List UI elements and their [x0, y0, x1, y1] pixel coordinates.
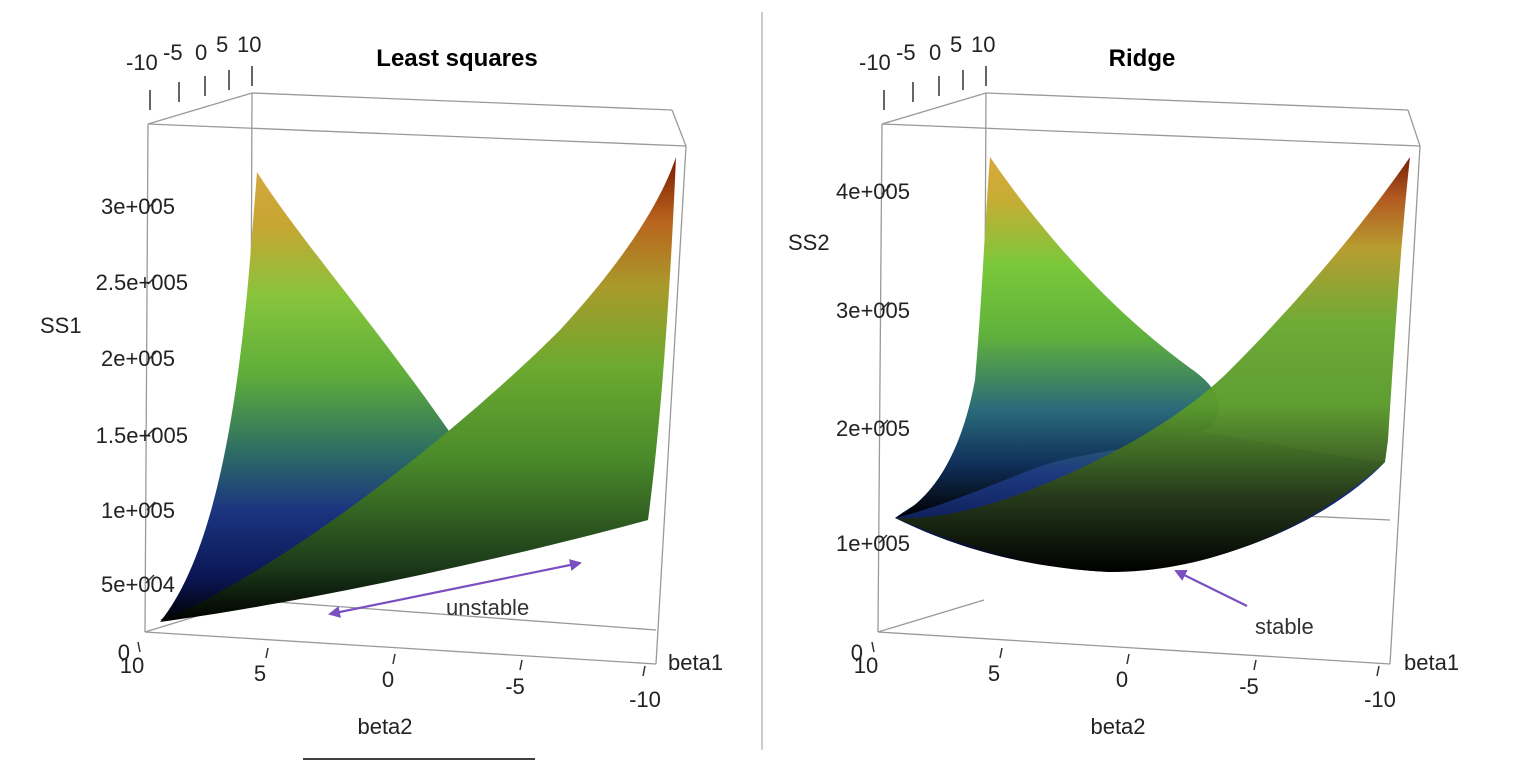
annotation-unstable: unstable — [328, 559, 582, 620]
annotation-text: stable — [1255, 614, 1314, 639]
beta2-axis-label: beta2 — [1090, 714, 1145, 739]
surface — [895, 157, 1410, 572]
beta2-axis: 10 5 0 -5 -10 beta2 beta1 — [120, 641, 723, 739]
z-tick-label: 0 — [851, 640, 863, 665]
z-tick-label: 0 — [118, 640, 130, 665]
surface-right-wall — [160, 157, 676, 622]
z-tick-label: 3e+005 — [101, 194, 175, 219]
beta2-tick-label: -10 — [1364, 687, 1396, 712]
tick-label: 5 — [216, 32, 228, 57]
tick-label: -10 — [859, 50, 891, 75]
beta1-axis-label: beta1 — [668, 650, 723, 675]
tick-label: 0 — [929, 40, 941, 65]
top-tick-labels: -10 -5 0 5 10 — [126, 32, 261, 75]
beta2-tick-label: 10 — [854, 653, 878, 678]
beta2-tick-label: 0 — [1116, 667, 1128, 692]
panel-least-squares: Least squares — [40, 32, 723, 739]
z-axis-label: SS2 — [788, 230, 830, 255]
top-ticks — [883, 66, 987, 110]
surface-left-wall — [160, 172, 460, 622]
annotation-arrow — [1174, 570, 1248, 607]
annotation-arrow — [328, 559, 582, 618]
beta2-tick-label: -5 — [505, 674, 525, 699]
z-tick-label: 1e+005 — [101, 498, 175, 523]
tick-label: -5 — [896, 40, 916, 65]
z-tick-label: 1.5e+005 — [96, 423, 188, 448]
beta2-axis-label: beta2 — [357, 714, 412, 739]
top-ticks — [149, 66, 253, 110]
annotation-stable: stable — [1174, 570, 1314, 639]
beta2-tick-label: 5 — [988, 661, 1000, 686]
z-tick-label: 1e+005 — [836, 531, 910, 556]
z-tick-label: 2e+005 — [101, 346, 175, 371]
panel-ridge: Ridge — [788, 32, 1459, 739]
surface-right-wall — [895, 157, 1410, 572]
z-tick-label: 4e+005 — [836, 179, 910, 204]
beta1-axis-label: beta1 — [1404, 650, 1459, 675]
beta2-tick-label: 0 — [382, 667, 394, 692]
z-tick-label: 3e+005 — [836, 298, 910, 323]
z-tick-label: 5e+004 — [101, 572, 175, 597]
top-tick-labels: -10 -5 0 5 10 — [859, 32, 995, 75]
panel-title: Least squares — [376, 45, 537, 72]
z-axis-label: SS1 — [40, 313, 82, 338]
z-axis: 4e+005 3e+005 2e+005 1e+005 0 SS2 — [788, 179, 910, 665]
beta2-tick-label: 5 — [254, 661, 266, 686]
surface-left-wall — [895, 157, 1219, 518]
beta2-tick-label: -5 — [1239, 674, 1259, 699]
z-tick-label: 2e+005 — [836, 416, 910, 441]
z-tick-label: 2.5e+005 — [96, 270, 188, 295]
annotation-text: unstable — [446, 595, 529, 620]
beta2-axis: 10 5 0 -5 -10 beta2 beta1 — [854, 641, 1459, 739]
z-axis: 3e+005 2.5e+005 2e+005 1.5e+005 1e+005 5… — [40, 194, 188, 665]
panel-title: Ridge — [1109, 45, 1176, 72]
tick-label: 5 — [950, 32, 962, 57]
plot-box — [144, 92, 687, 665]
tick-label: -10 — [126, 50, 158, 75]
tick-label: 0 — [195, 40, 207, 65]
tick-label: 10 — [971, 32, 995, 57]
tick-label: 10 — [237, 32, 261, 57]
tick-label: -5 — [163, 40, 183, 65]
beta2-tick-label: 10 — [120, 653, 144, 678]
surface — [160, 157, 676, 622]
beta2-tick-label: -10 — [629, 687, 661, 712]
